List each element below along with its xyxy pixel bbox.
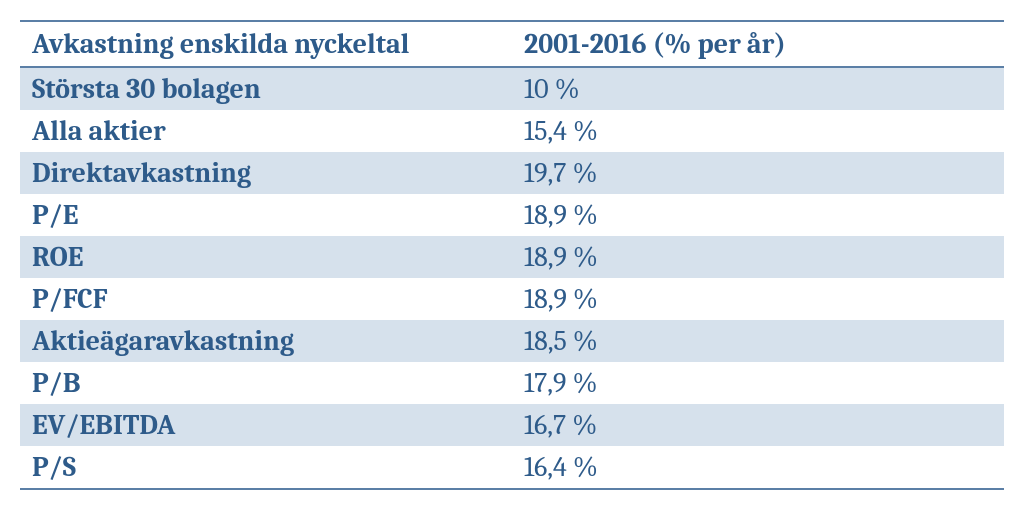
table-row: P/S16,4 % (20, 446, 1004, 489)
row-value: 18,9 % (512, 236, 1004, 278)
row-label: Största 30 bolagen (20, 67, 512, 110)
row-value: 15,4 % (512, 110, 1004, 152)
row-label: P/FCF (20, 278, 512, 320)
row-label: Direktavkastning (20, 152, 512, 194)
row-label: P/E (20, 194, 512, 236)
table-row: P/FCF18,9 % (20, 278, 1004, 320)
table-row: P/B17,9 % (20, 362, 1004, 404)
table-row: ROE18,9 % (20, 236, 1004, 278)
row-value: 19,7 % (512, 152, 1004, 194)
header-value: 2001-2016 (% per år) (512, 21, 1004, 67)
row-value: 17,9 % (512, 362, 1004, 404)
row-label: Alla aktier (20, 110, 512, 152)
returns-table: Avkastning enskilda nyckeltal 2001-2016 … (20, 20, 1004, 490)
row-value: 18,5 % (512, 320, 1004, 362)
table-row: Aktieägaravkastning18,5 % (20, 320, 1004, 362)
header-metric: Avkastning enskilda nyckeltal (20, 21, 512, 67)
table-row: Största 30 bolagen10 % (20, 67, 1004, 110)
table-row: EV/EBITDA16,7 % (20, 404, 1004, 446)
row-label: EV/EBITDA (20, 404, 512, 446)
row-label: P/S (20, 446, 512, 489)
row-value: 10 % (512, 67, 1004, 110)
table-row: P/E18,9 % (20, 194, 1004, 236)
row-value: 18,9 % (512, 278, 1004, 320)
table-header-row: Avkastning enskilda nyckeltal 2001-2016 … (20, 21, 1004, 67)
row-value: 16,7 % (512, 404, 1004, 446)
row-value: 16,4 % (512, 446, 1004, 489)
row-label: ROE (20, 236, 512, 278)
table-row: Direktavkastning19,7 % (20, 152, 1004, 194)
row-label: Aktieägaravkastning (20, 320, 512, 362)
row-value: 18,9 % (512, 194, 1004, 236)
table-row: Alla aktier15,4 % (20, 110, 1004, 152)
row-label: P/B (20, 362, 512, 404)
table-body: Största 30 bolagen10 %Alla aktier15,4 %D… (20, 67, 1004, 489)
